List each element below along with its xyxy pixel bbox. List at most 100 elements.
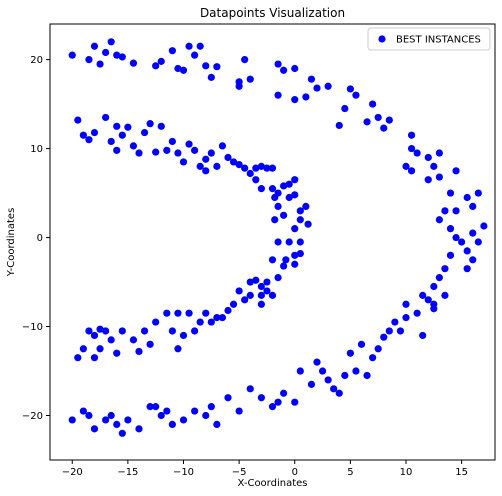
data-point: [146, 340, 154, 348]
y-tick-label: −10: [22, 322, 43, 333]
data-point: [274, 60, 282, 68]
data-point: [185, 309, 193, 317]
data-point: [452, 167, 460, 175]
data-point: [185, 140, 193, 148]
data-point: [268, 291, 277, 299]
data-point: [85, 136, 93, 144]
data-point: [191, 146, 199, 154]
y-tick-label: 0: [37, 233, 43, 244]
chart-title: Datapoints Visualization: [200, 6, 345, 20]
data-point: [419, 331, 427, 340]
y-axis-label: Y-Coordinates: [6, 208, 17, 278]
data-point: [268, 185, 277, 193]
data-point: [185, 42, 193, 50]
data-point: [413, 309, 421, 317]
data-point: [179, 158, 188, 166]
data-point: [90, 331, 99, 340]
data-point: [140, 327, 149, 335]
data-point: [152, 62, 160, 70]
data-point: [469, 202, 477, 211]
data-point: [241, 164, 249, 172]
data-point: [163, 407, 171, 415]
data-point: [268, 403, 277, 411]
data-point: [207, 318, 215, 326]
data-point: [74, 354, 82, 362]
data-point: [140, 128, 149, 137]
data-point: [96, 325, 104, 333]
data-point: [263, 278, 271, 286]
data-point: [341, 104, 349, 113]
data-point: [202, 167, 210, 175]
data-point: [441, 291, 449, 299]
data-point: [280, 211, 288, 219]
data-point: [274, 189, 282, 197]
data-point: [257, 394, 265, 402]
data-point: [174, 309, 182, 317]
data-point: [402, 162, 410, 170]
data-point: [302, 202, 310, 211]
data-point: [113, 51, 121, 59]
data-point: [296, 207, 304, 215]
data-point: [235, 78, 243, 86]
data-point: [241, 55, 249, 64]
data-point: [246, 291, 254, 299]
data-point: [224, 306, 232, 315]
data-point: [79, 131, 87, 139]
legend-label: BEST INSTANCES: [396, 35, 481, 46]
data-point: [118, 53, 126, 61]
data-point: [324, 82, 332, 90]
data-point: [102, 48, 110, 57]
data-point: [419, 291, 427, 299]
data-point: [85, 327, 93, 335]
legend-box: [367, 27, 491, 51]
data-point: [113, 420, 121, 429]
data-point: [191, 51, 199, 59]
data-point: [463, 193, 471, 202]
data-point: [407, 131, 416, 139]
data-point: [271, 216, 279, 224]
data-point: [291, 96, 299, 104]
data-point: [79, 345, 87, 353]
data-point: [90, 354, 99, 362]
data-point: [291, 251, 299, 259]
data-point: [441, 265, 449, 273]
data-point: [296, 367, 304, 375]
data-point: [96, 60, 104, 68]
data-point: [179, 331, 188, 340]
data-point: [463, 247, 471, 255]
data-point: [280, 262, 288, 270]
data-point: [96, 345, 104, 353]
data-point: [135, 149, 143, 157]
data-point: [235, 287, 243, 295]
data-point: [90, 425, 99, 433]
data-point: [124, 123, 132, 131]
x-tick-label: −15: [117, 467, 138, 478]
data-point: [191, 327, 199, 335]
data-point: [463, 265, 471, 273]
data-point: [157, 57, 165, 65]
data-point: [68, 416, 76, 424]
data-point: [335, 121, 343, 130]
data-point: [291, 176, 299, 184]
data-point: [124, 416, 132, 424]
x-tick-label: −10: [173, 467, 194, 478]
data-point: [174, 345, 182, 353]
data-point: [274, 273, 282, 282]
data-point: [107, 38, 115, 46]
data-point: [282, 256, 290, 264]
x-tick-label: 0: [292, 467, 298, 478]
data-point: [296, 216, 304, 224]
data-point: [257, 162, 265, 170]
data-point: [263, 287, 271, 295]
data-point: [157, 411, 165, 420]
data-point: [441, 207, 449, 215]
data-point: [352, 91, 360, 99]
data-point: [85, 55, 93, 64]
data-point: [469, 256, 477, 264]
data-point: [107, 336, 115, 344]
data-point: [324, 376, 332, 384]
data-point: [435, 273, 443, 282]
data-point: [207, 73, 215, 81]
data-point: [118, 429, 126, 437]
